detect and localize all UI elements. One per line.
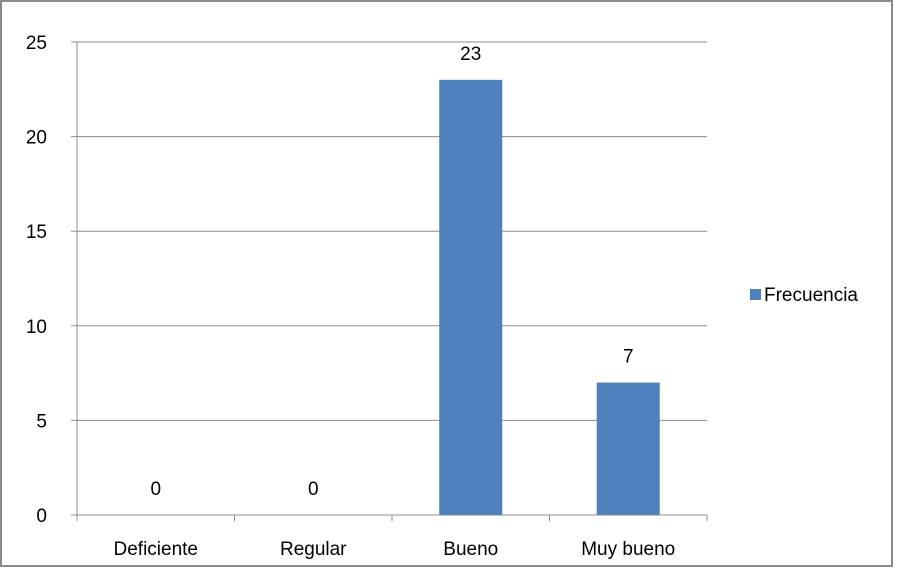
y-tick-labels: 0 5 10 15 20 25 [26, 33, 47, 527]
bar-muy-bueno [596, 382, 660, 515]
bars [439, 79, 660, 515]
x-tick-labels: Deficiente Regular Bueno Muy bueno [114, 539, 676, 560]
data-labels: 0 0 23 7 [150, 44, 633, 500]
x-tick-label: Muy bueno [581, 539, 675, 560]
y-tick-label: 15 [26, 222, 47, 243]
legend-swatch-frecuencia [750, 289, 761, 300]
x-tick-label: Regular [280, 539, 347, 560]
data-label: 7 [623, 347, 634, 368]
data-label: 23 [460, 44, 481, 65]
legend-label-frecuencia: Frecuencia [764, 285, 858, 306]
x-tick-label: Deficiente [114, 539, 199, 560]
bar-bueno [439, 79, 503, 515]
data-label: 0 [150, 479, 161, 500]
legend: Frecuencia [750, 285, 858, 306]
data-label: 0 [308, 479, 319, 500]
x-tick-label: Bueno [443, 539, 498, 560]
gridlines [77, 41, 707, 421]
y-tick-label: 25 [26, 33, 47, 54]
axes [71, 41, 708, 521]
y-tick-label: 20 [26, 128, 47, 149]
y-tick-label: 5 [36, 411, 47, 432]
y-tick-label: 0 [36, 506, 47, 527]
y-tick-label: 10 [26, 317, 47, 338]
